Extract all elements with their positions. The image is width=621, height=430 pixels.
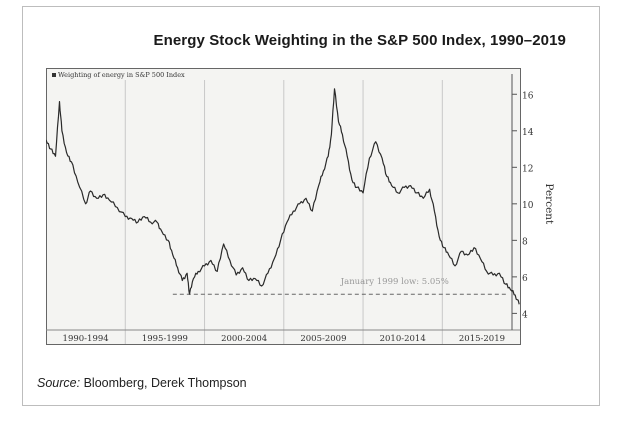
y-tick-label: 10 [522, 201, 534, 211]
chart-title: Energy Stock Weighting in the S&P 500 In… [153, 32, 566, 49]
y-tick-label: 12 [522, 164, 533, 174]
x-category-label: 2015-2019 [459, 334, 505, 344]
low-annotation: January 1999 low: 5.05% [340, 277, 449, 287]
x-category-label: 2010-2014 [380, 334, 426, 344]
legend-entry: Weighting of energy in S&P 500 Index [58, 71, 185, 79]
x-category-label: 2000-2004 [221, 334, 267, 344]
y-axis-ticks: 4 6 8 10 12 14 16 [512, 91, 534, 320]
x-category-label: 1990-1994 [63, 334, 109, 344]
x-axis-categories: 1990-1994 1995-1999 2000-2004 2005-2009 2010… [63, 334, 505, 344]
y-tick-label: 4 [522, 310, 528, 320]
chart-area: 4 6 8 10 12 14 16 1990-1994 1995-1999 2000-2004 2… [45, 68, 555, 368]
y-tick-label: 6 [522, 274, 528, 284]
y-tick-label: 14 [522, 128, 534, 138]
x-category-label: 2005-2009 [300, 334, 346, 344]
source-label: Source: [37, 376, 81, 390]
source-text: Bloomberg, Derek Thompson [83, 376, 247, 390]
x-category-label: 1995-1999 [142, 334, 188, 344]
source-note: Source: Bloomberg, Derek Thompson [37, 376, 247, 390]
legend-swatch [52, 73, 56, 77]
series-line-energy [45, 88, 520, 305]
gridlines [46, 80, 520, 344]
line-chart: 4 6 8 10 12 14 16 1990-1994 1995-1999 2000-2004 2… [45, 68, 555, 345]
y-tick-label: 8 [522, 237, 528, 247]
y-tick-label: 16 [522, 91, 534, 101]
y-axis-label: Percent [543, 183, 554, 225]
